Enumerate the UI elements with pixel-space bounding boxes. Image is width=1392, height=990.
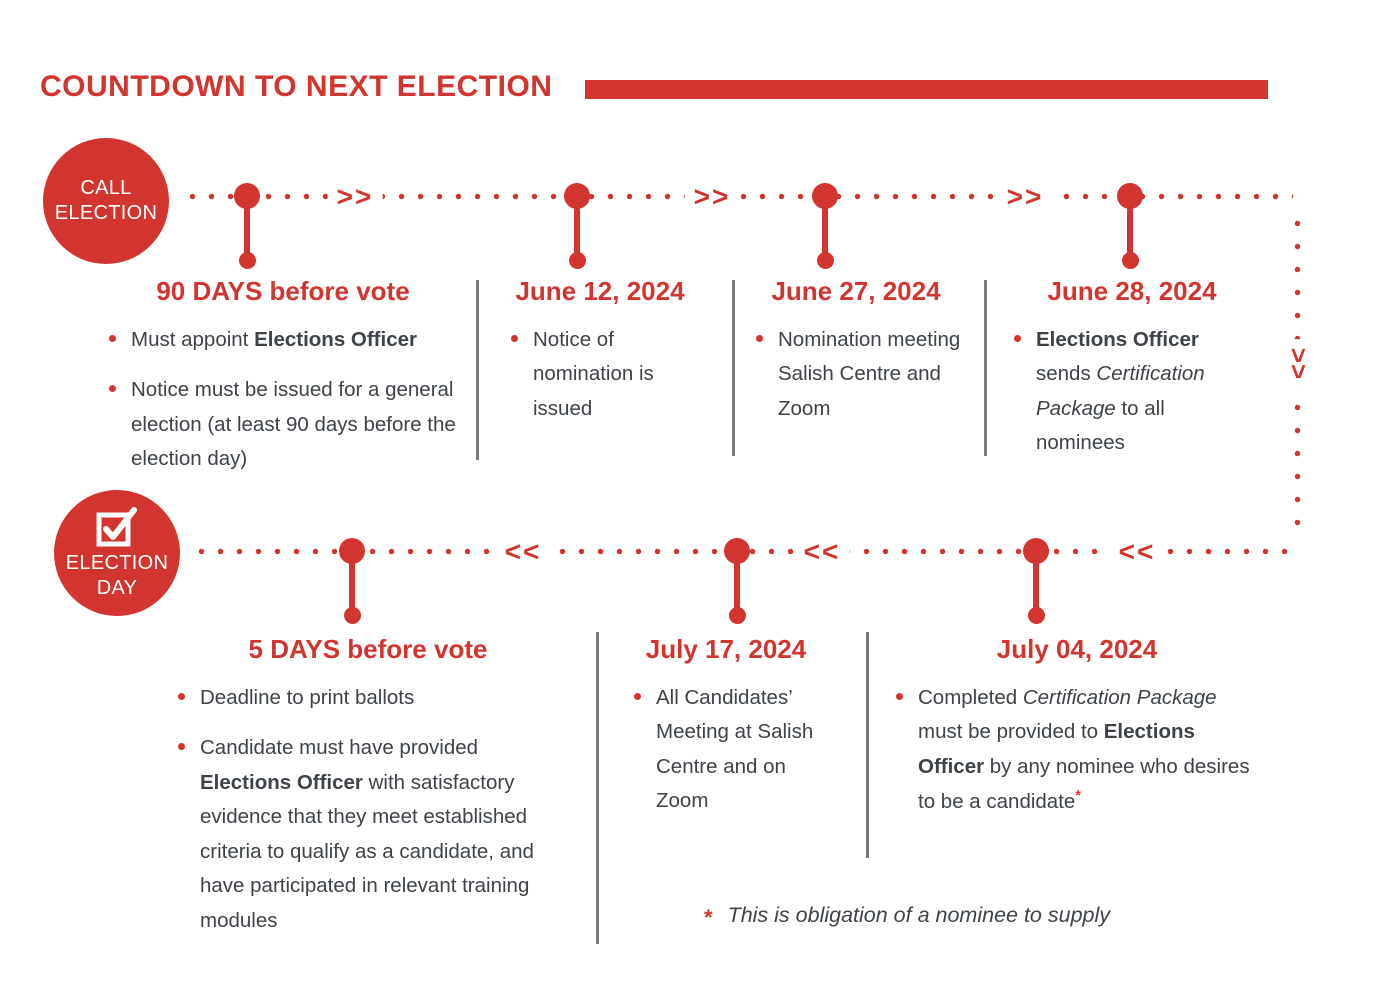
milestone-column-june-27: June 27, 2024 Nomination meeting Salish …: [750, 276, 962, 426]
bullet-dot-icon: [109, 385, 116, 393]
bullet-item: Completed Certification Package must be …: [896, 681, 1264, 820]
forward-arrow-icon: >>: [997, 182, 1053, 212]
milestone-bullet-list: Elections Officer sends Certification Pa…: [1008, 323, 1256, 461]
milestone-stem: [1127, 196, 1133, 258]
milestone-bullet-list: Completed Certification Package must be …: [890, 681, 1264, 820]
column-divider: [732, 280, 735, 456]
election-day-badge: ELECTION DAY: [54, 490, 180, 616]
bullet-text: Nomination meeting Salish Centre and Zoo…: [778, 328, 961, 420]
checked-ballot-checkbox-icon: [96, 506, 137, 546]
bullet-text: All Candidates’ Meeting at Salish Centre…: [656, 686, 814, 813]
call-election-badge-line2: ELECTION: [54, 202, 158, 224]
bullet-dot-icon: [178, 693, 185, 700]
milestone-end-dot-icon: [344, 607, 361, 624]
milestone-stem: [244, 196, 250, 258]
bullet-item: Notice of nomination is issued: [511, 323, 695, 426]
bullet-dot-icon: [109, 335, 116, 342]
milestone-heading: June 27, 2024: [771, 276, 941, 306]
column-divider: [984, 280, 987, 456]
milestone-column-june-28: June 28, 2024 Elections Officer sends Ce…: [1008, 276, 1256, 461]
title-accent-bar: [585, 80, 1268, 99]
milestone-heading: July 17, 2024: [645, 634, 807, 664]
bullet-dot-icon: [1014, 335, 1021, 342]
bullet-item: Elections Officer sends Certification Pa…: [1014, 323, 1256, 461]
bullet-text: Notice of nomination is issued: [533, 328, 654, 420]
bullet-item: Candidate must have provided Elections O…: [178, 731, 564, 938]
bullet-item: Must appoint Elections Officer: [109, 323, 463, 357]
bullet-text: Completed Certification Package must be …: [918, 686, 1250, 814]
milestone-stem: [822, 196, 828, 258]
milestone-bullet-list: Deadline to print ballots Candidate must …: [172, 681, 564, 938]
milestone-heading: June 12, 2024: [515, 276, 685, 306]
milestone-end-dot-icon: [569, 252, 586, 269]
election-day-badge-line2: DAY: [96, 576, 138, 599]
milestone-heading: July 04, 2024: [996, 634, 1158, 664]
column-divider: [866, 632, 869, 858]
bullet-text: Candidate must have provided Elections O…: [200, 736, 534, 932]
back-arrow-icon: <<: [794, 537, 850, 567]
election-day-badge-line1: ELECTION: [65, 551, 169, 574]
milestone-stem: [734, 551, 740, 613]
back-arrow-icon: <<: [495, 537, 551, 567]
bullet-text: Elections Officer sends Certification Pa…: [1036, 328, 1205, 455]
milestone-heading: 5 DAYS before vote: [248, 634, 488, 664]
bullet-item: All Candidates’ Meeting at Salish Centre…: [634, 681, 824, 819]
milestone-end-dot-icon: [729, 607, 746, 624]
milestone-end-dot-icon: [1028, 607, 1045, 624]
bullet-item: Notice must be issued for a general elec…: [109, 373, 463, 476]
bullet-dot-icon: [896, 693, 903, 700]
milestone-column-5-days: 5 DAYS before vote Deadline to print bal…: [172, 634, 564, 938]
footnote: * This is obligation of a nominee to sup…: [704, 903, 1110, 931]
milestone-end-dot-icon: [817, 252, 834, 269]
milestone-bullet-list: Must appoint Elections Officer Notice mus…: [103, 323, 463, 477]
forward-arrow-icon: >>: [684, 182, 740, 212]
bullet-item: Nomination meeting Salish Centre and Zoo…: [756, 323, 962, 426]
bullet-text: Deadline to print ballots: [200, 686, 415, 709]
down-arrow-icon: <<: [1283, 338, 1313, 388]
bullet-item: Deadline to print ballots: [178, 681, 564, 715]
milestone-column-july-04: July 04, 2024 Completed Certification Pa…: [890, 634, 1264, 820]
page-title: COUNTDOWN TO NEXT ELECTION: [40, 70, 553, 103]
milestone-stem: [574, 196, 580, 258]
bullet-dot-icon: [756, 335, 763, 342]
bullet-dot-icon: [634, 693, 641, 700]
bullet-dot-icon: [511, 335, 518, 342]
column-divider: [596, 632, 599, 944]
milestone-column-july-17: July 17, 2024 All Candidates’ Meeting at…: [628, 634, 824, 819]
milestone-end-dot-icon: [1122, 252, 1139, 269]
back-arrow-icon: <<: [1109, 537, 1165, 567]
forward-arrow-icon: >>: [327, 182, 383, 212]
milestone-heading: 90 DAYS before vote: [156, 276, 410, 306]
call-election-badge: CALL ELECTION: [43, 138, 169, 264]
milestone-end-dot-icon: [239, 252, 256, 269]
column-divider: [476, 280, 479, 460]
footnote-text: This is obligation of a nominee to suppl…: [727, 903, 1111, 927]
bullet-text: Notice must be issued for a general elec…: [131, 378, 456, 471]
milestone-bullet-list: All Candidates’ Meeting at Salish Centre…: [628, 681, 824, 819]
footnote-asterisk: *: [704, 905, 713, 930]
call-election-badge-line1: CALL: [80, 177, 132, 199]
milestone-column-june-12: June 12, 2024 Notice of nomination is is…: [505, 276, 695, 426]
milestone-column-90-days: 90 DAYS before vote Must appoint Electio…: [103, 276, 463, 477]
milestone-stem: [349, 551, 355, 613]
milestone-stem: [1033, 551, 1039, 613]
bullet-dot-icon: [178, 743, 185, 751]
bullet-text: Must appoint Elections Officer: [131, 328, 417, 351]
milestone-bullet-list: Notice of nomination is issued: [505, 323, 695, 426]
milestone-heading: June 28, 2024: [1047, 276, 1217, 306]
milestone-bullet-list: Nomination meeting Salish Centre and Zoo…: [750, 323, 962, 426]
